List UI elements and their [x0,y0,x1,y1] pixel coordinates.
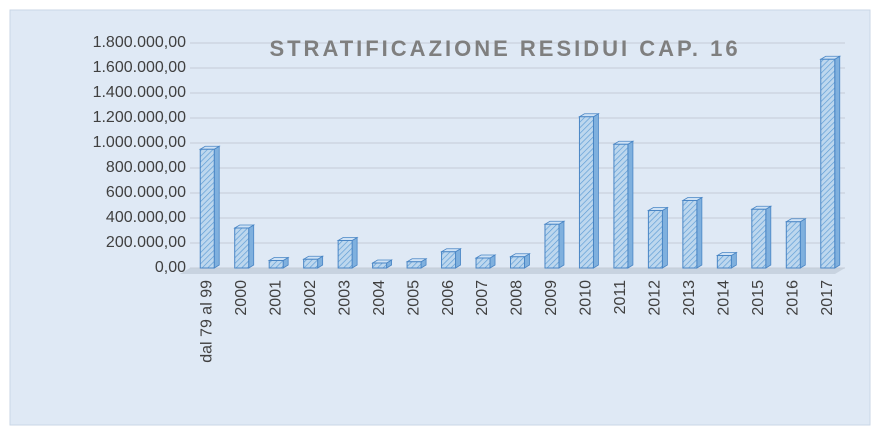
x-tick-label: 2003 [336,280,353,316]
bar-side [696,196,703,269]
bar [199,148,215,269]
y-tick-label: 200.000,00 [106,234,186,251]
x-tick-label: 2010 [578,280,595,316]
y-tick-label: 600.000,00 [106,184,186,201]
floor [180,268,845,274]
y-tick-label: 1.000.000,00 [93,134,187,151]
x-tick-label: 2002 [302,280,319,316]
x-tick-label: 2007 [474,280,491,316]
x-tick-label: 2015 [750,280,767,316]
bar [716,255,732,269]
x-tick-label: 2011 [612,280,629,315]
bar-side [834,55,841,269]
x-tick-label: 2001 [267,280,284,316]
y-tick-label: 1.600.000,00 [93,59,187,76]
x-tick-label: 2009 [543,280,560,316]
bar [268,260,284,269]
bar-side [799,218,806,269]
bar [613,143,629,269]
x-tick-label: 2004 [371,280,388,316]
x-tick-label: dal 79 al 99 [198,280,215,363]
bar [544,223,560,269]
bar [441,251,457,269]
bar-side [558,220,565,269]
x-tick-label: 2008 [509,280,526,316]
bar-side [661,206,668,269]
bar-side [593,113,599,269]
y-tick-label: 1.200.000,00 [93,109,187,126]
y-tick-label: 0,00 [155,259,186,276]
bar [820,58,836,269]
bar-side [351,236,358,269]
bar [372,262,388,269]
bar [406,261,422,269]
y-tick-label: 800.000,00 [106,159,186,176]
x-tick-label: 2006 [440,280,457,316]
bar [337,240,353,269]
bar-side [248,224,255,269]
bar [578,116,594,269]
y-tick-label: 1.400.000,00 [93,84,187,101]
x-tick-label: 2016 [785,280,802,316]
x-tick-label: 2013 [681,280,698,316]
x-tick-label: 2005 [405,280,422,316]
bar-side [765,205,772,269]
bar [303,258,319,269]
bar [510,256,525,269]
bar [647,210,663,269]
bar [751,208,767,269]
bar [785,221,801,269]
x-tick-label: 2012 [647,280,664,316]
bar [475,257,491,269]
x-tick-label: 2017 [819,280,836,316]
bar [234,227,250,269]
bar [682,200,698,269]
x-tick-label: 2014 [716,280,733,316]
y-tick-label: 1.800.000,00 [93,34,187,51]
y-tick-label: 400.000,00 [106,209,186,226]
bar-side [627,140,634,269]
x-tick-label: 2000 [233,280,250,316]
chart-title: STRATIFICAZIONE RESIDUI CAP. 16 [269,36,740,61]
bar-side [213,145,220,269]
